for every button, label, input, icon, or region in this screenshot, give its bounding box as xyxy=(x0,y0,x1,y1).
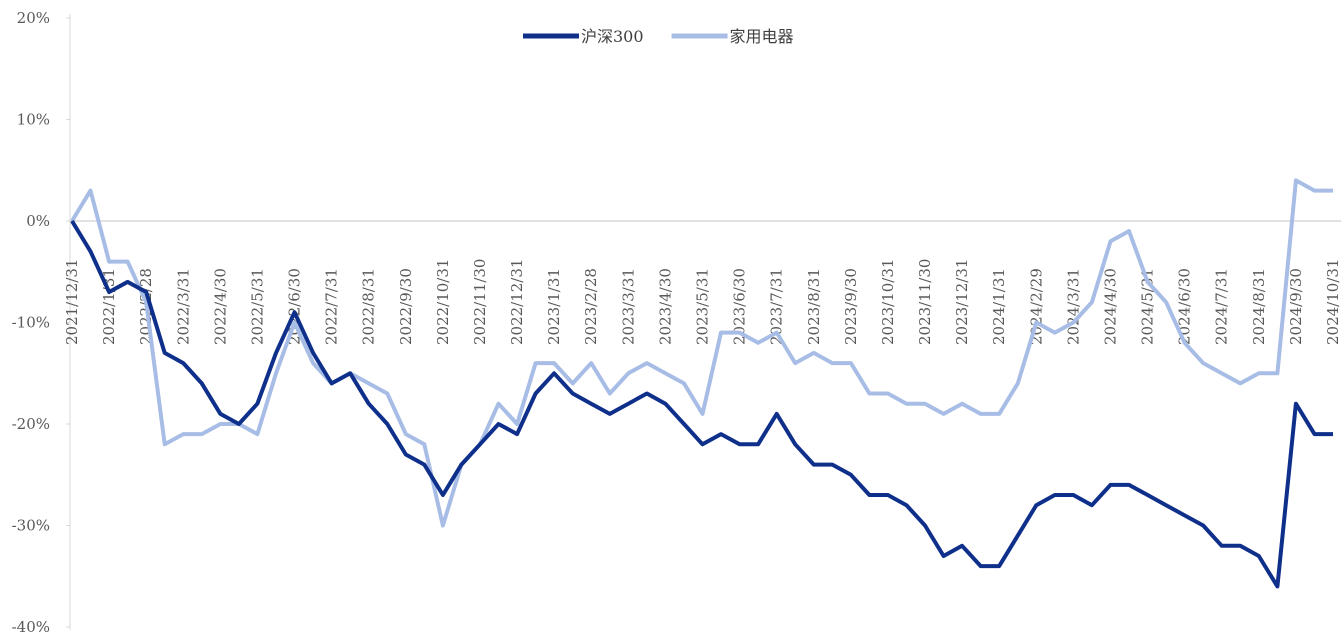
x-tick-label: 2022/10/31 xyxy=(434,259,452,345)
x-tick-label: 2023/3/31 xyxy=(619,268,637,345)
y-tick-label: -40% xyxy=(12,618,50,633)
x-tick-label: 2022/11/30 xyxy=(471,259,489,345)
x-tick-label: 2024/10/31 xyxy=(1324,259,1341,345)
x-tick-label: 2024/2/29 xyxy=(1027,268,1045,345)
x-tick-label: 2023/12/31 xyxy=(953,259,971,345)
x-tick-label: 2023/2/28 xyxy=(582,268,600,345)
x-tick-label: 2024/3/31 xyxy=(1064,268,1082,345)
x-tick-label: 2022/12/31 xyxy=(508,259,526,345)
legend-label: 沪深300 xyxy=(581,27,644,46)
x-tick-label: 2024/4/30 xyxy=(1101,268,1119,345)
y-tick-label: 20% xyxy=(17,9,50,27)
x-tick-label: 2023/5/31 xyxy=(694,268,712,345)
legend: 沪深300 家用电器 xyxy=(523,27,794,46)
x-tick-label: 2024/9/30 xyxy=(1287,268,1305,345)
x-tick-label: 2022/9/30 xyxy=(397,268,415,345)
x-tick-label: 2024/1/31 xyxy=(990,268,1008,345)
y-tick-label: -20% xyxy=(12,415,50,433)
x-tick-label: 2022/5/31 xyxy=(248,268,266,345)
legend-label: 家用电器 xyxy=(730,27,794,46)
x-tick-label: 2024/7/31 xyxy=(1213,268,1231,345)
x-tick-label: 2021/12/31 xyxy=(63,259,81,345)
x-tick-label: 2022/4/30 xyxy=(211,268,229,345)
x-tick-label: 2023/8/31 xyxy=(805,268,823,345)
x-tick-label: 2023/7/31 xyxy=(768,268,786,345)
x-tick-label: 2022/7/31 xyxy=(323,268,341,345)
x-tick-label: 2023/1/31 xyxy=(545,268,563,345)
y-tick-label: -30% xyxy=(12,517,50,535)
x-tick-label: 2023/4/30 xyxy=(656,268,674,345)
x-tick-label: 2022/8/31 xyxy=(360,268,378,345)
line-series xyxy=(70,219,1333,589)
y-tick-label: 10% xyxy=(17,111,50,129)
x-tick-label: 2023/10/31 xyxy=(879,259,897,345)
x-tick-label: 2024/6/30 xyxy=(1176,268,1194,345)
y-tick-label: -10% xyxy=(12,314,50,332)
line-series xyxy=(70,178,1333,528)
x-tick-label: 2022/3/31 xyxy=(174,268,192,345)
x-tick-label: 2024/8/31 xyxy=(1250,268,1268,345)
x-tick-label: 2023/11/30 xyxy=(916,259,934,345)
x-tick-label: 2023/6/30 xyxy=(731,268,749,345)
y-tick-label: 0% xyxy=(26,212,50,230)
x-tick-label: 2023/9/30 xyxy=(842,268,860,345)
